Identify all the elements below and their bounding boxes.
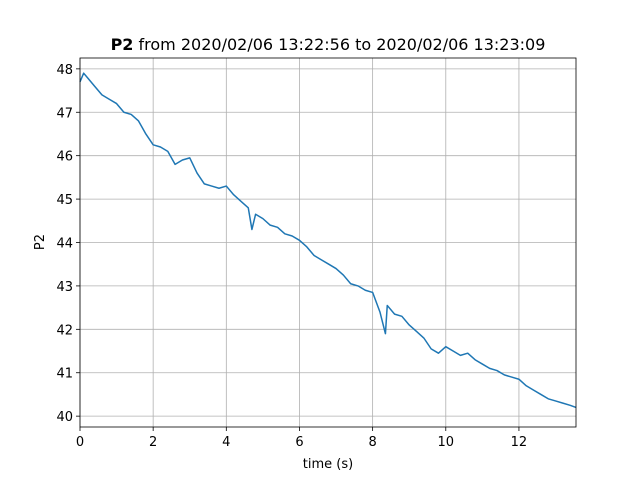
y-tick-label: 42 bbox=[56, 323, 73, 338]
x-tick-label: 0 bbox=[76, 435, 84, 450]
x-tick-label: 10 bbox=[438, 435, 455, 450]
chart-title: P2 from 2020/02/06 13:22:56 to 2020/02/0… bbox=[111, 35, 546, 54]
y-tick-label: 41 bbox=[56, 367, 73, 382]
plot bbox=[79, 72, 577, 409]
x-tick-label: 12 bbox=[511, 435, 528, 450]
x-tick-label: 8 bbox=[368, 435, 376, 450]
x-axis-label: time (s) bbox=[303, 457, 353, 472]
y-axis-label: P2 bbox=[33, 234, 48, 250]
y-tick-label: 47 bbox=[56, 106, 73, 121]
data-line bbox=[79, 72, 577, 409]
y-tick-label: 48 bbox=[56, 63, 73, 78]
title-text: from 2020/02/06 13:22:56 to 2020/02/06 1… bbox=[139, 35, 546, 54]
y-tick-label: 40 bbox=[56, 410, 73, 425]
x-tick-label: 2 bbox=[149, 435, 157, 450]
y-tick-label: 46 bbox=[56, 150, 73, 165]
title-name: P2 bbox=[111, 35, 134, 54]
y-tick-label: 44 bbox=[56, 237, 73, 252]
x-tick-label: 6 bbox=[295, 435, 303, 450]
x-tick-label: 4 bbox=[222, 435, 230, 450]
y-tick-label: 45 bbox=[56, 193, 73, 208]
y-tick-label: 43 bbox=[56, 280, 73, 295]
axes-frame bbox=[79, 57, 577, 428]
